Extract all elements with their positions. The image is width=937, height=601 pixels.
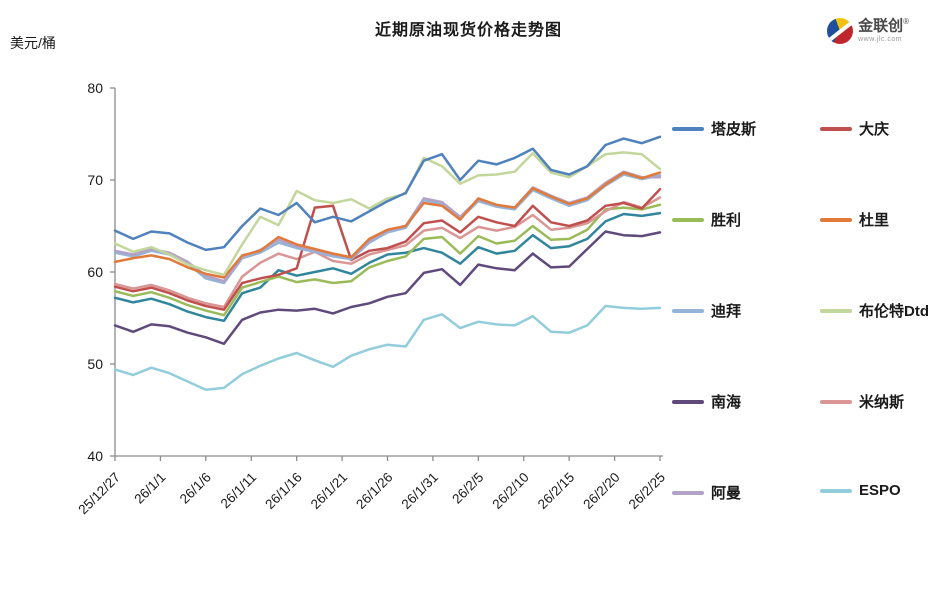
legend-swatch bbox=[672, 399, 704, 404]
series-line-塔皮斯 bbox=[113, 135, 662, 252]
legend-label: ESPO bbox=[859, 482, 901, 499]
y-tick-label: 80 bbox=[87, 80, 103, 96]
brand-url: www.jlc.com bbox=[858, 36, 903, 44]
legend-swatch bbox=[820, 399, 852, 404]
legend-label: 米纳斯 bbox=[859, 394, 905, 411]
y-tick-label: 40 bbox=[87, 448, 103, 464]
series-line-胜利 bbox=[113, 203, 662, 317]
legend-label: 塔皮斯 bbox=[711, 121, 757, 138]
x-tick-label: 26/2/15 bbox=[535, 470, 577, 512]
y-tick-label: 50 bbox=[87, 356, 103, 372]
legend-item-阿曼: 阿曼 bbox=[672, 482, 741, 503]
series-line-杜里 bbox=[113, 171, 662, 279]
legend-label: 南海 bbox=[711, 394, 742, 411]
x-tick-label: 26/1/6 bbox=[177, 470, 214, 507]
brand-name: 金联创 bbox=[858, 17, 904, 35]
brand-logo-icon bbox=[827, 18, 854, 44]
x-tick-label: 26/2/5 bbox=[449, 470, 486, 507]
x-tick-label: 26/2/20 bbox=[580, 470, 622, 512]
legend-item-米纳斯: 米纳斯 bbox=[820, 391, 904, 412]
legend-swatch bbox=[672, 490, 704, 495]
legend-swatch bbox=[820, 488, 852, 493]
series-line-ESPO bbox=[113, 304, 662, 392]
brand-logo: 金联创® www.jlc.com bbox=[827, 18, 909, 44]
legend-item-布伦特Dtd: 布伦特Dtd bbox=[820, 300, 929, 321]
legend-label: 杜里 bbox=[859, 212, 890, 229]
series-line-迪拜 bbox=[113, 173, 662, 285]
legend-item-ESPO: ESPO bbox=[820, 482, 901, 499]
x-tick-label: 25/12/27 bbox=[75, 470, 123, 518]
legend-swatch bbox=[672, 126, 704, 131]
legend-item-迪拜: 迪拜 bbox=[672, 300, 741, 321]
series-line-布伦特Dtd bbox=[113, 151, 662, 277]
legend-item-胜利: 胜利 bbox=[672, 209, 741, 230]
registered-mark: ® bbox=[903, 17, 909, 26]
series-line-南海 bbox=[113, 230, 662, 346]
y-axis-unit-label: 美元/桶 bbox=[10, 35, 56, 51]
y-tick-label: 60 bbox=[87, 264, 103, 280]
legend-label: 胜利 bbox=[711, 212, 742, 229]
series-line-大庆 bbox=[113, 187, 662, 311]
legend-swatch bbox=[820, 308, 852, 313]
legend-swatch bbox=[672, 308, 704, 313]
legend-item-大庆: 大庆 bbox=[820, 118, 889, 139]
legend-swatch bbox=[820, 126, 852, 131]
brand-logo-text: 金联创® www.jlc.com bbox=[858, 17, 909, 44]
chart-legend: 塔皮斯 大庆胜利 杜里迪拜 布伦特Dtd 南海 米纳斯阿曼 ESPO bbox=[672, 118, 930, 558]
x-tick-label: 26/1/26 bbox=[353, 470, 395, 512]
legend-swatch bbox=[820, 217, 852, 222]
x-tick-label: 26/1/1 bbox=[131, 470, 168, 507]
series-line-unlabeled-teal bbox=[113, 211, 662, 323]
legend-label: 大庆 bbox=[859, 121, 890, 138]
series-line-米纳斯 bbox=[113, 196, 662, 309]
x-tick-label: 26/1/11 bbox=[218, 470, 260, 512]
legend-item-杜里: 杜里 bbox=[820, 209, 889, 230]
x-tick-label: 26/2/10 bbox=[489, 470, 531, 512]
page-title: 近期原油现货价格走势图 bbox=[374, 22, 562, 39]
y-tick-label: 70 bbox=[87, 172, 103, 188]
x-tick-label: 26/1/16 bbox=[262, 470, 304, 512]
x-tick-label: 26/1/31 bbox=[399, 470, 441, 512]
legend-item-南海: 南海 bbox=[672, 391, 741, 412]
x-tick-label: 26/1/21 bbox=[308, 470, 350, 512]
legend-label: 迪拜 bbox=[711, 303, 742, 320]
legend-item-塔皮斯: 塔皮斯 bbox=[672, 118, 756, 139]
legend-label: 布伦特Dtd bbox=[859, 303, 929, 320]
x-tick-label: 26/2/25 bbox=[626, 470, 668, 512]
legend-label: 阿曼 bbox=[711, 485, 742, 502]
legend-swatch bbox=[672, 217, 704, 222]
